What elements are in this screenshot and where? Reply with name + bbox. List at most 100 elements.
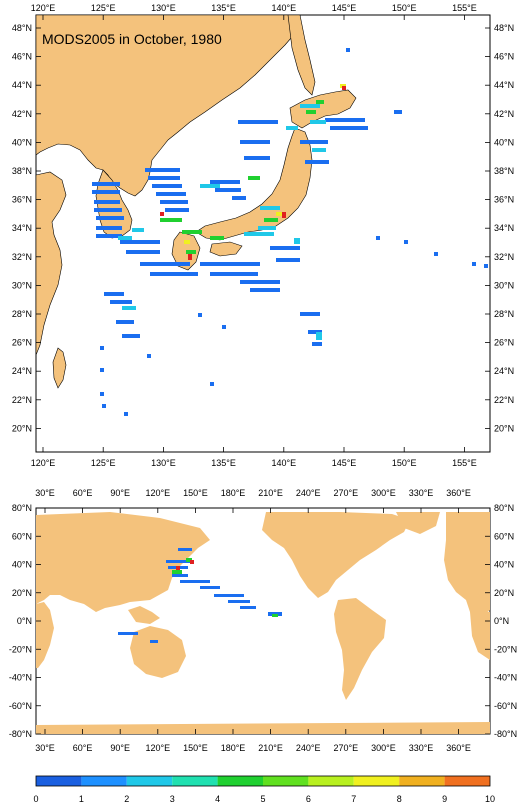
top-map-lat-labels-right: 48°N 46°N 44°N 42°N 40°N 38°N 36°N 34°N 32°N 30°N… [485,23,514,433]
lon-label: 330°E [409,743,434,753]
lat-label: 24°N [494,366,514,376]
africa-wrap-land [470,612,490,660]
colorbar-swatch [36,776,82,786]
lat-label: 42°N [12,109,32,119]
lon-label: 120°E [145,743,170,753]
cells-level-4 [160,100,324,254]
lat-label: -40°N [494,673,517,683]
lat-label: 32°N [494,252,514,262]
bottom-map: 30°E 60°E 90°E 120°E 150°E 180°E 210°E 240°E 270… [9,488,517,753]
colorbar-label: 7 [351,794,356,804]
lon-label: 180°E [221,488,246,498]
lat-label: 22°N [494,395,514,405]
indonesia-land [128,606,160,624]
lon-label: 210°E [258,743,283,753]
lat-label: 40°N [12,560,32,570]
china-coast-land [35,171,67,356]
lat-label: 34°N [494,223,514,233]
lat-label: -20°N [494,644,517,654]
lon-label: 270°E [333,743,358,753]
lat-label: 24°N [12,366,32,376]
map-title: MODS2005 in October, 1980 [42,31,222,47]
colorbar-label: 3 [170,794,175,804]
lat-label: 30°N [494,280,514,290]
lat-label: -20°N [9,644,32,654]
colorbar-label: 9 [442,794,447,804]
lon-label: 120°E [31,3,56,13]
lon-label: 140°E [271,3,296,13]
lon-label: 60°E [73,743,93,753]
colorbar-swatch [399,776,445,786]
bottom-map-lon-labels-bottom: 30°E 60°E 90°E 120°E 150°E 180°E 210°E 240°E 270… [35,729,471,753]
bottom-map-data-cells [118,548,282,643]
lat-label: 46°N [12,52,32,62]
lat-label: 40°N [494,560,514,570]
lon-label: 210°E [258,488,283,498]
colorbar-label: 10 [485,794,495,804]
bottom-map-lat-labels-right: 80°N 60°N 40°N 20°N 0°N -20°N -40°N -60°N -80°N [485,503,517,739]
eurasia-land [36,512,210,612]
cells-level-2 [118,104,326,340]
cells-level-1 [92,48,488,416]
lon-label: 135°E [211,458,236,468]
lat-label: -80°N [494,729,517,739]
colorbar-swatch [81,776,127,786]
lon-label: 155°E [452,458,477,468]
lon-label: 120°E [31,458,56,468]
lat-label: 42°N [494,109,514,119]
colorbar-label: 1 [79,794,84,804]
lat-label: 26°N [12,338,32,348]
lat-label: 38°N [12,166,32,176]
colorbar-labels: 0 1 2 3 4 5 6 7 8 9 10 [33,794,495,804]
lat-label: 28°N [12,309,32,319]
lat-label: 36°N [494,195,514,205]
lon-label: 240°E [296,743,321,753]
title-background [38,28,268,50]
lat-label: 20°N [494,423,514,433]
lat-label: 40°N [494,137,514,147]
top-map-lat-labels-left: 48°N 46°N 44°N 42°N 40°N 38°N 36°N 34°N 32°N 30°N… [12,23,41,433]
lat-label: 46°N [494,52,514,62]
colorbar-frame [35,775,491,787]
lon-label: 130°E [151,3,176,13]
lat-label: 38°N [494,166,514,176]
colorbar-swatch [217,776,263,786]
lat-label: 40°N [12,137,32,147]
colorbar-label: 6 [306,794,311,804]
top-map-data-cells [92,48,488,416]
lon-label: 240°E [296,488,321,498]
lon-label: 90°E [110,488,130,498]
lat-label: 44°N [12,80,32,90]
india-land [88,580,102,612]
lon-label: 145°E [332,458,357,468]
lat-label: 26°N [494,338,514,348]
lon-label: 125°E [91,3,116,13]
lon-label: 60°E [73,488,93,498]
colorbar-swatch [353,776,400,786]
top-map-lon-labels-bottom: 120°E 125°E 130°E 135°E 140°E 145°E 150°E 155°E [31,447,477,468]
lon-label: 30°E [35,743,55,753]
lon-label: 135°E [211,3,236,13]
lon-label: 360°E [446,488,471,498]
lat-label: -40°N [9,673,32,683]
lat-label: 48°N [494,23,514,33]
lon-label: 150°E [392,458,417,468]
lat-label: -60°N [9,701,32,711]
colorbar-swatch [263,776,309,786]
colorbar-label: 2 [124,794,129,804]
colorbar-swatch [126,776,173,786]
lon-label: 270°E [333,488,358,498]
lon-label: 140°E [271,458,296,468]
lat-label: 34°N [12,223,32,233]
lat-label: 60°N [494,531,514,541]
colorbar: 0 1 2 3 4 5 6 7 8 9 10 [33,775,495,804]
lat-label: -80°N [9,729,32,739]
colorbar-swatch [172,776,218,786]
bottom-map-lat-labels-left: 80°N 60°N 40°N 20°N 0°N -20°N -40°N -60°N -80°N [9,503,41,739]
lat-label: -60°N [494,701,517,711]
colorbar-label: 4 [215,794,220,804]
colorbar-swatch [444,776,490,786]
lat-label: 80°N [12,503,32,513]
shikoku-land [209,241,243,257]
lon-label: 155°E [452,3,477,13]
